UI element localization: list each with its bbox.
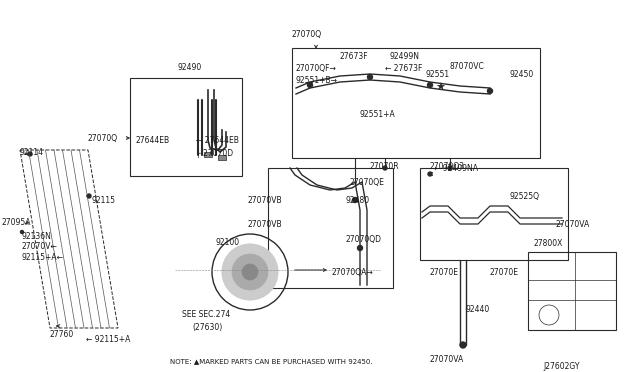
Text: 27095A: 27095A bbox=[2, 218, 31, 227]
Text: 27070QE: 27070QE bbox=[350, 178, 385, 187]
Text: 27070VA: 27070VA bbox=[430, 355, 464, 364]
Text: 27070QD: 27070QD bbox=[345, 235, 381, 244]
Text: J27602GY: J27602GY bbox=[543, 362, 580, 371]
Text: 27070E: 27070E bbox=[490, 268, 519, 277]
Text: 92490: 92490 bbox=[178, 63, 202, 72]
Text: 92525Q: 92525Q bbox=[510, 192, 540, 201]
Circle shape bbox=[353, 198, 358, 202]
Text: 92551: 92551 bbox=[425, 70, 449, 79]
Bar bbox=[130, 78, 242, 176]
Circle shape bbox=[448, 166, 452, 170]
Circle shape bbox=[488, 89, 493, 93]
Text: 87070VC: 87070VC bbox=[450, 62, 484, 71]
Circle shape bbox=[28, 152, 32, 156]
Text: 92480: 92480 bbox=[345, 196, 369, 205]
Circle shape bbox=[358, 246, 362, 250]
Text: ← 92115+A: ← 92115+A bbox=[86, 335, 131, 344]
Text: 92551+A: 92551+A bbox=[360, 110, 396, 119]
Text: 27800X: 27800X bbox=[533, 239, 563, 248]
Text: 92100: 92100 bbox=[215, 238, 239, 247]
Circle shape bbox=[20, 231, 24, 234]
Text: ← 27644EB: ← 27644EB bbox=[196, 136, 239, 145]
Bar bbox=[292, 48, 540, 158]
Circle shape bbox=[428, 83, 433, 87]
Text: 92440: 92440 bbox=[465, 305, 489, 314]
Text: 27070V←: 27070V← bbox=[22, 242, 58, 251]
Text: 92115+A←: 92115+A← bbox=[22, 253, 64, 262]
Text: 92115: 92115 bbox=[92, 196, 116, 205]
Text: 27070VA: 27070VA bbox=[555, 220, 589, 229]
Text: 92136N: 92136N bbox=[22, 232, 52, 241]
Circle shape bbox=[307, 83, 312, 87]
Text: 27070VB: 27070VB bbox=[248, 196, 283, 205]
Circle shape bbox=[222, 244, 278, 300]
Text: ├ 27070D: ├ 27070D bbox=[196, 148, 233, 157]
Text: 27070Q: 27070Q bbox=[87, 134, 117, 142]
Bar bbox=[204, 152, 212, 157]
Circle shape bbox=[87, 194, 91, 198]
Text: (27630): (27630) bbox=[192, 323, 222, 332]
Circle shape bbox=[242, 264, 258, 280]
Text: 27070Q: 27070Q bbox=[292, 30, 322, 39]
Text: ★: ★ bbox=[435, 83, 445, 93]
Text: 27673F: 27673F bbox=[340, 52, 369, 61]
Text: 27070Q3: 27070Q3 bbox=[430, 162, 465, 171]
Text: NOTE: ▲MARKED PARTS CAN BE PURCHASED WITH 92450.: NOTE: ▲MARKED PARTS CAN BE PURCHASED WIT… bbox=[170, 358, 372, 364]
Text: 92551+B→: 92551+B→ bbox=[295, 76, 337, 85]
Text: 92450: 92450 bbox=[510, 70, 534, 79]
Bar bbox=[528, 252, 616, 330]
Text: 27070R: 27070R bbox=[370, 162, 399, 171]
Bar bbox=[218, 155, 226, 160]
Text: 27070QA→: 27070QA→ bbox=[332, 268, 374, 277]
Bar bbox=[420, 168, 568, 260]
Circle shape bbox=[460, 342, 466, 348]
Text: ← 92499NA: ← 92499NA bbox=[434, 164, 478, 173]
Circle shape bbox=[367, 74, 372, 80]
Text: 27070QF→: 27070QF→ bbox=[295, 64, 336, 73]
Text: ← 27673F: ← 27673F bbox=[385, 64, 422, 73]
Circle shape bbox=[232, 254, 268, 290]
Circle shape bbox=[428, 172, 432, 176]
Text: 27070E: 27070E bbox=[430, 268, 459, 277]
Bar bbox=[268, 168, 393, 288]
Text: 27070VB: 27070VB bbox=[248, 220, 283, 229]
Text: 92114: 92114 bbox=[20, 148, 44, 157]
Text: SEE SEC.274: SEE SEC.274 bbox=[182, 310, 230, 319]
Text: 92499N: 92499N bbox=[390, 52, 420, 61]
Text: 27644EB: 27644EB bbox=[135, 136, 169, 145]
Circle shape bbox=[383, 166, 387, 170]
Text: 27760: 27760 bbox=[50, 330, 74, 339]
